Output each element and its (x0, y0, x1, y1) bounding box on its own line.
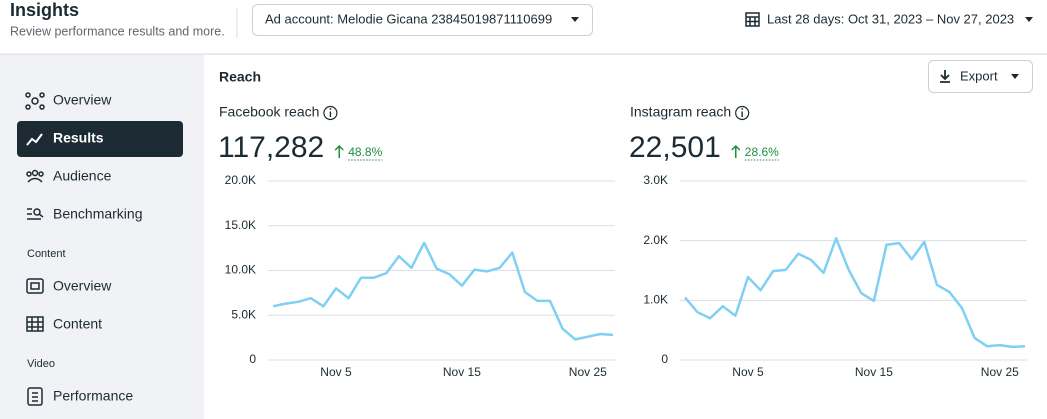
up-arrow (334, 144, 344, 158)
caret (1011, 74, 1019, 79)
change-percent: 28.6% (745, 145, 779, 159)
icon (26, 278, 44, 294)
download-icon (940, 70, 950, 83)
icon (27, 387, 43, 406)
y-tick-label: 15.0K (225, 218, 256, 232)
x-tick-label: Nov 25 (569, 365, 607, 379)
export-button[interactable] (928, 60, 1033, 93)
nav-item[interactable]: Audience (53, 168, 112, 184)
sidebar: Overview Results Audience Benchmarking C… (17, 92, 183, 406)
page-subtitle: Review performance results and more. (10, 24, 225, 38)
caret (571, 17, 579, 22)
y-tick-label: 0 (661, 352, 668, 366)
info-icon (323, 105, 338, 121)
reach-line (684, 237, 1026, 349)
y-tick-label: 2.0K (643, 233, 668, 247)
info-icon (735, 105, 750, 121)
y-tick-label: 3.0K (643, 173, 668, 187)
section-title: Reach (219, 69, 261, 85)
icon (26, 133, 43, 146)
page-title: Insights (10, 0, 79, 20)
icon (25, 92, 45, 110)
ad-account-dropdown[interactable] (252, 4, 593, 36)
icon (26, 316, 44, 332)
nav-item[interactable]: Results (53, 130, 104, 146)
ad-account-label: Ad account: Melodie Gicana 2384501987111… (265, 11, 552, 26)
nav-selected[interactable] (17, 121, 183, 157)
y-tick-label: 5.0K (231, 307, 256, 321)
x-tick-label: Nov 25 (981, 365, 1019, 379)
x-tick-label: Nov 15 (855, 365, 893, 379)
y-tick-label: 1.0K (643, 293, 668, 307)
y-tick-label: 20.0K (225, 173, 256, 187)
nav-item[interactable]: Performance (53, 388, 133, 404)
chart-title: Facebook reach (219, 104, 319, 120)
chart-title: Instagram reach (630, 104, 731, 120)
reach-line (272, 241, 614, 341)
nav-item[interactable]: Overview (53, 92, 112, 108)
export-label: Export (960, 68, 998, 83)
icon (26, 169, 44, 183)
nav-item[interactable]: Benchmarking (53, 206, 143, 222)
nav-item[interactable]: Overview (53, 278, 112, 294)
date-range[interactable]: Last 28 days: Oct 31, 2023 – Nov 27, 202… (767, 11, 1014, 26)
info-circle (323, 105, 338, 121)
icon (27, 208, 44, 220)
info-circle (735, 105, 750, 121)
nav-section: Video (27, 358, 55, 370)
change-percent: 48.8% (348, 145, 382, 159)
x-tick-label: Nov 5 (320, 365, 352, 379)
y-tick-label: 0 (249, 352, 256, 366)
main-card (204, 55, 1047, 419)
calendar-icon (745, 12, 760, 27)
info-dot (329, 108, 332, 110)
y-tick-label: 10.0K (225, 263, 256, 277)
nav-item[interactable]: Content (53, 316, 102, 332)
up-arrow (731, 144, 741, 158)
nav-section: Content (27, 248, 66, 260)
x-tick-label: Nov 15 (443, 365, 481, 379)
caret (1025, 17, 1033, 22)
info-dot (741, 108, 744, 110)
total-reach: 117,282 (218, 131, 324, 164)
total-reach: 22,501 (629, 131, 721, 164)
x-tick-label: Nov 5 (732, 365, 764, 379)
